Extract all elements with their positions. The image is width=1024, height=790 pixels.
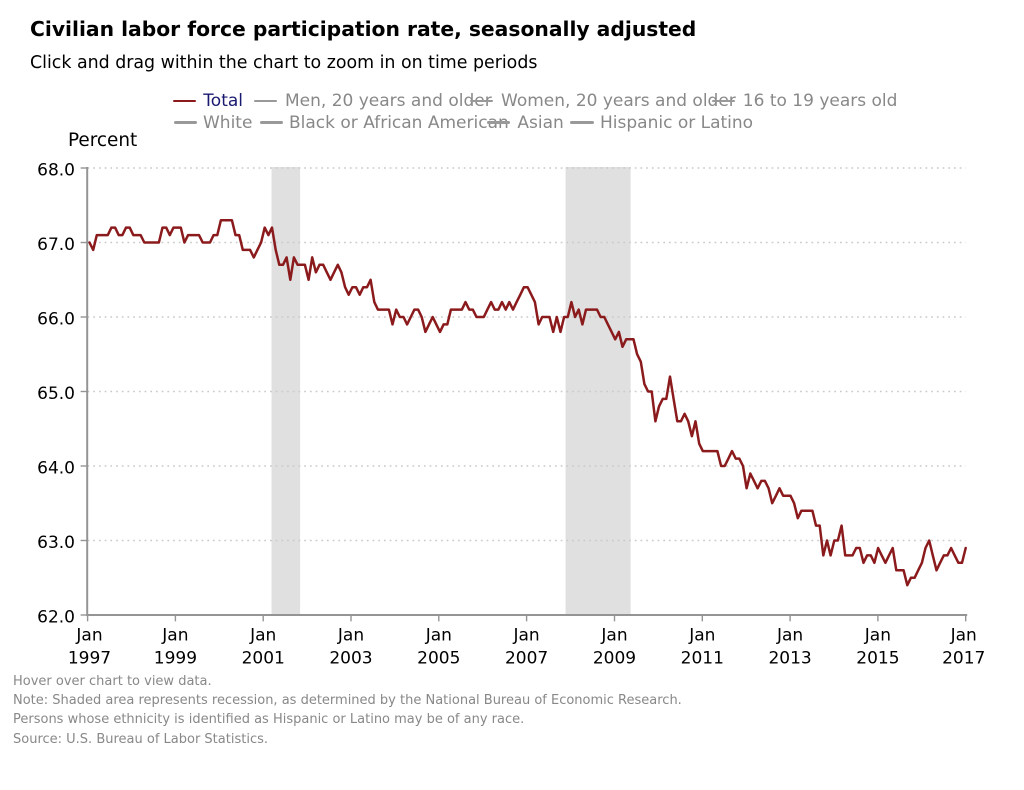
svg-text:Jan: Jan [776,625,803,645]
svg-text:2007: 2007 [505,648,548,668]
svg-text:2009: 2009 [593,648,636,668]
svg-text:1997: 1997 [68,648,111,668]
svg-text:Jan: Jan [249,625,276,645]
svg-text:1999: 1999 [154,648,197,668]
svg-text:Jan: Jan [161,625,188,645]
svg-text:66.0: 66.0 [37,310,75,330]
svg-text:64.0: 64.0 [37,459,75,479]
svg-text:65.0: 65.0 [37,384,75,404]
svg-text:Jan: Jan [512,625,539,645]
svg-text:2001: 2001 [242,648,285,668]
svg-text:2003: 2003 [329,648,372,668]
svg-text:2015: 2015 [856,648,899,668]
svg-text:2013: 2013 [768,648,811,668]
svg-text:Jan: Jan [950,625,977,645]
svg-text:62.0: 62.0 [37,608,75,628]
svg-text:Jan: Jan [337,625,364,645]
svg-text:Jan: Jan [600,625,627,645]
svg-text:Jan: Jan [425,625,452,645]
svg-text:Jan: Jan [864,625,891,645]
svg-text:Jan: Jan [75,625,102,645]
svg-text:2017: 2017 [942,648,985,668]
svg-text:67.0: 67.0 [37,235,75,255]
svg-text:2005: 2005 [417,648,460,668]
svg-text:Jan: Jan [688,625,715,645]
svg-text:2011: 2011 [681,648,724,668]
svg-text:68.0: 68.0 [37,161,75,181]
svg-text:63.0: 63.0 [37,533,75,553]
